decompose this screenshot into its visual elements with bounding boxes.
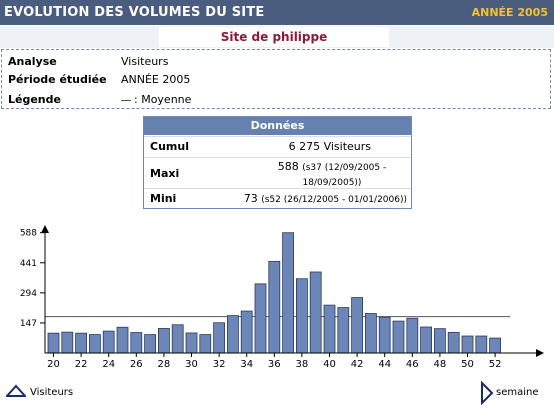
x-tick-label: 22	[75, 359, 88, 370]
x-axis-label: semaine	[496, 387, 539, 398]
bar-week-30	[185, 332, 198, 354]
x-tick-label: 40	[323, 359, 336, 370]
bar-week-34	[240, 310, 253, 354]
bar-week-49	[447, 331, 460, 354]
bar-week-29	[171, 324, 184, 354]
bar-week-33	[226, 315, 239, 354]
bar-week-46	[406, 317, 419, 354]
x-tick-label: 52	[489, 359, 502, 370]
bar-week-28	[157, 328, 170, 354]
x-tick-label: 30	[185, 359, 198, 370]
site-row: Site de philippe	[0, 26, 554, 48]
bar-week-38	[295, 278, 308, 354]
bar-week-37	[282, 232, 295, 354]
visitors-bar-chart: 147 294 441 588 20 22 24 26 28 30 32 34 36 38 40 42 44 46…	[20, 225, 544, 370]
x-tick-label: 28	[158, 359, 171, 370]
maxi-label: Maxi	[150, 167, 180, 180]
x-tick-label: 26	[130, 359, 143, 370]
chart-labels: 147 294 441 588 20 22 24 26 28 30 32 34 36 38 40 42 44 46…	[20, 229, 502, 370]
mini-value: 73	[243, 192, 258, 205]
x-tick-label: 32	[213, 359, 226, 370]
x-tick-label: 48	[434, 359, 447, 370]
y-axis-label: Visiteurs	[30, 387, 74, 398]
legende-label: Légende	[8, 93, 61, 106]
x-tick-label: 20	[47, 359, 60, 370]
bar-week-42	[351, 297, 364, 354]
bar-week-48	[433, 328, 446, 354]
page-title: EVOLUTION DES VOLUMES DU SITE	[4, 5, 265, 20]
bar-week-24	[102, 330, 115, 354]
cumul-value: 6 275 Visiteurs	[288, 140, 371, 153]
bar-week-51	[475, 335, 488, 354]
bar-week-44	[378, 316, 391, 354]
mini-label: Mini	[150, 192, 177, 205]
cumul-row: Cumul 6 275 Visiteurs	[144, 136, 411, 157]
analyse-value: Visiteurs	[121, 55, 169, 68]
donnees-panel: Données Cumul 6 275 Visiteurs Maxi 588 (…	[143, 116, 412, 209]
triangle-up-icon	[4, 384, 28, 397]
average-line-icon	[121, 99, 131, 101]
bar-week-45	[392, 320, 405, 354]
y-tick-label: 441	[20, 259, 37, 269]
bar-week-50	[461, 335, 474, 354]
periode-value: ANNÉE 2005	[121, 73, 191, 86]
bar-week-39	[309, 271, 322, 354]
x-tick-label: 38	[296, 359, 309, 370]
donnees-title: Données	[144, 117, 411, 135]
x-axis-arrow	[536, 349, 544, 357]
site-name: Site de philippe	[159, 27, 389, 47]
periode-label: Période étudiée	[8, 73, 107, 86]
y-tick-label: 588	[20, 229, 37, 239]
bar-week-36	[268, 260, 281, 354]
bar-week-26	[130, 332, 143, 354]
analyse-label: Analyse	[8, 55, 57, 68]
legende-text: : Moyenne	[134, 93, 192, 106]
mini-row: Mini 73 (s52 (26/12/2005 - 01/01/2006))	[144, 188, 411, 209]
bar-week-23	[89, 334, 101, 354]
maxi-detail: (s37 (12/09/2005 - 18/09/2005))	[302, 163, 387, 188]
bar-week-52	[489, 337, 502, 354]
maxi-value: 588	[277, 160, 299, 173]
maxi-value-block: 588 (s37 (12/09/2005 - 18/09/2005))	[257, 160, 407, 190]
x-tick-label: 50	[461, 359, 474, 370]
info-panel: Analyse Visiteurs Période étudiée ANNÉE …	[1, 49, 551, 109]
y-axis-legend: Visiteurs	[4, 384, 73, 401]
y-tick-label: 294	[20, 289, 37, 299]
mini-value-block: 73 (s52 (26/12/2005 - 01/01/2006))	[244, 192, 407, 205]
chart-axes	[40, 225, 544, 357]
bar-week-32	[213, 322, 226, 354]
x-tick-label: 46	[406, 359, 419, 370]
bar-week-21	[61, 331, 74, 354]
bar-week-47	[420, 326, 433, 354]
x-tick-label: 42	[351, 359, 364, 370]
bar-week-27	[144, 334, 157, 354]
bar-week-22	[75, 332, 87, 354]
bar-week-41	[337, 307, 350, 354]
x-tick-label: 34	[240, 359, 253, 370]
triangle-right-icon	[481, 380, 494, 406]
x-axis-legend: semaine	[480, 380, 539, 408]
x-tick-label: 36	[268, 359, 281, 370]
bar-week-20	[47, 332, 60, 354]
bar-week-43	[364, 313, 377, 354]
y-axis-arrow	[41, 225, 49, 233]
x-tick-label: 24	[102, 359, 115, 370]
mini-detail: (s52 (26/12/2005 - 01/01/2006))	[261, 195, 407, 205]
maxi-row: Maxi 588 (s37 (12/09/2005 - 18/09/2005))	[144, 157, 411, 188]
legende-value: : Moyenne	[121, 93, 191, 106]
y-tick-label: 147	[20, 319, 37, 329]
year-label: ANNÉE 2005	[471, 6, 548, 19]
header-bar: EVOLUTION DES VOLUMES DU SITE ANNÉE 2005	[0, 0, 554, 25]
bar-week-25	[116, 326, 129, 354]
x-tick-label: 44	[378, 359, 391, 370]
chart-bars	[47, 232, 502, 354]
bar-week-40	[323, 304, 336, 354]
bar-week-31	[199, 334, 212, 354]
bar-week-35	[254, 283, 267, 354]
cumul-label: Cumul	[150, 140, 189, 153]
